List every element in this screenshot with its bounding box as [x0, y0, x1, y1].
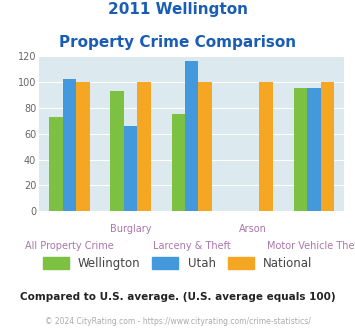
- Bar: [76, 82, 90, 211]
- Text: Compared to U.S. average. (U.S. average equals 100): Compared to U.S. average. (U.S. average …: [20, 292, 335, 302]
- Bar: [171, 114, 185, 211]
- Text: Burglary: Burglary: [110, 224, 151, 234]
- Bar: [321, 82, 334, 211]
- Bar: [137, 82, 151, 211]
- Text: © 2024 CityRating.com - https://www.cityrating.com/crime-statistics/: © 2024 CityRating.com - https://www.city…: [45, 317, 310, 326]
- Text: Property Crime Comparison: Property Crime Comparison: [59, 35, 296, 50]
- Text: All Property Crime: All Property Crime: [25, 241, 114, 251]
- Bar: [63, 80, 76, 211]
- Text: Motor Vehicle Theft: Motor Vehicle Theft: [267, 241, 355, 251]
- Text: 2011 Wellington: 2011 Wellington: [108, 2, 247, 16]
- Bar: [260, 82, 273, 211]
- Bar: [198, 82, 212, 211]
- Bar: [49, 117, 63, 211]
- Bar: [185, 61, 198, 211]
- Legend: Wellington, Utah, National: Wellington, Utah, National: [38, 252, 317, 275]
- Bar: [294, 88, 307, 211]
- Bar: [110, 91, 124, 211]
- Text: Arson: Arson: [239, 224, 267, 234]
- Bar: [307, 88, 321, 211]
- Text: Larceny & Theft: Larceny & Theft: [153, 241, 231, 251]
- Bar: [124, 126, 137, 211]
